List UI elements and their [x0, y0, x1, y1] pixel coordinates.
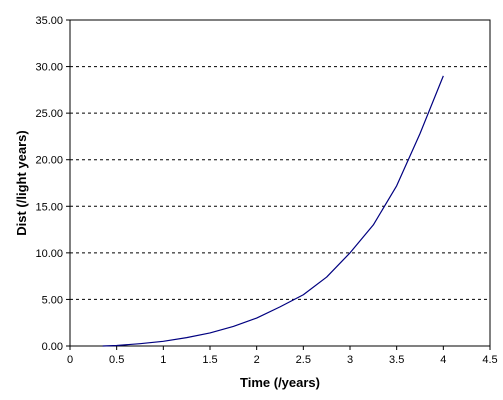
- x-tick-label: 1.5: [202, 354, 217, 366]
- x-tick-label: 1: [160, 354, 166, 366]
- y-tick-label: 15.00: [35, 201, 63, 213]
- grid-lines: [70, 66, 490, 300]
- y-tick-label: 0.00: [42, 341, 63, 353]
- y-tick-label: 25.00: [35, 108, 63, 120]
- x-tick-label: 2.5: [296, 354, 311, 366]
- plot-area: [69, 19, 491, 347]
- series-line: [102, 75, 444, 347]
- x-axis-title: Time (/years): [240, 375, 320, 390]
- y-tick-label: 10.00: [35, 248, 63, 260]
- x-tick-label: 4: [440, 354, 446, 366]
- x-tick-label: 4.5: [482, 354, 497, 366]
- y-tick-label: 35.00: [35, 15, 63, 27]
- axis-ticks: 0.00 5.00 10.00 15.00 20.00 25.00 30.00 35.00 0 0…: [35, 15, 497, 366]
- y-axis-title: Dist (/light years): [14, 130, 29, 235]
- x-tick-label: 3.5: [389, 354, 404, 366]
- y-tick-label: 5.00: [42, 294, 63, 306]
- x-tick-label: 0: [67, 354, 73, 366]
- x-tick-label: 0.5: [109, 354, 124, 366]
- y-tick-label: 30.00: [35, 62, 63, 74]
- x-tick-label: 3: [347, 354, 353, 366]
- y-tick-label: 20.00: [35, 155, 63, 167]
- x-tick-label: 2: [254, 354, 260, 366]
- series-layer: [102, 75, 444, 347]
